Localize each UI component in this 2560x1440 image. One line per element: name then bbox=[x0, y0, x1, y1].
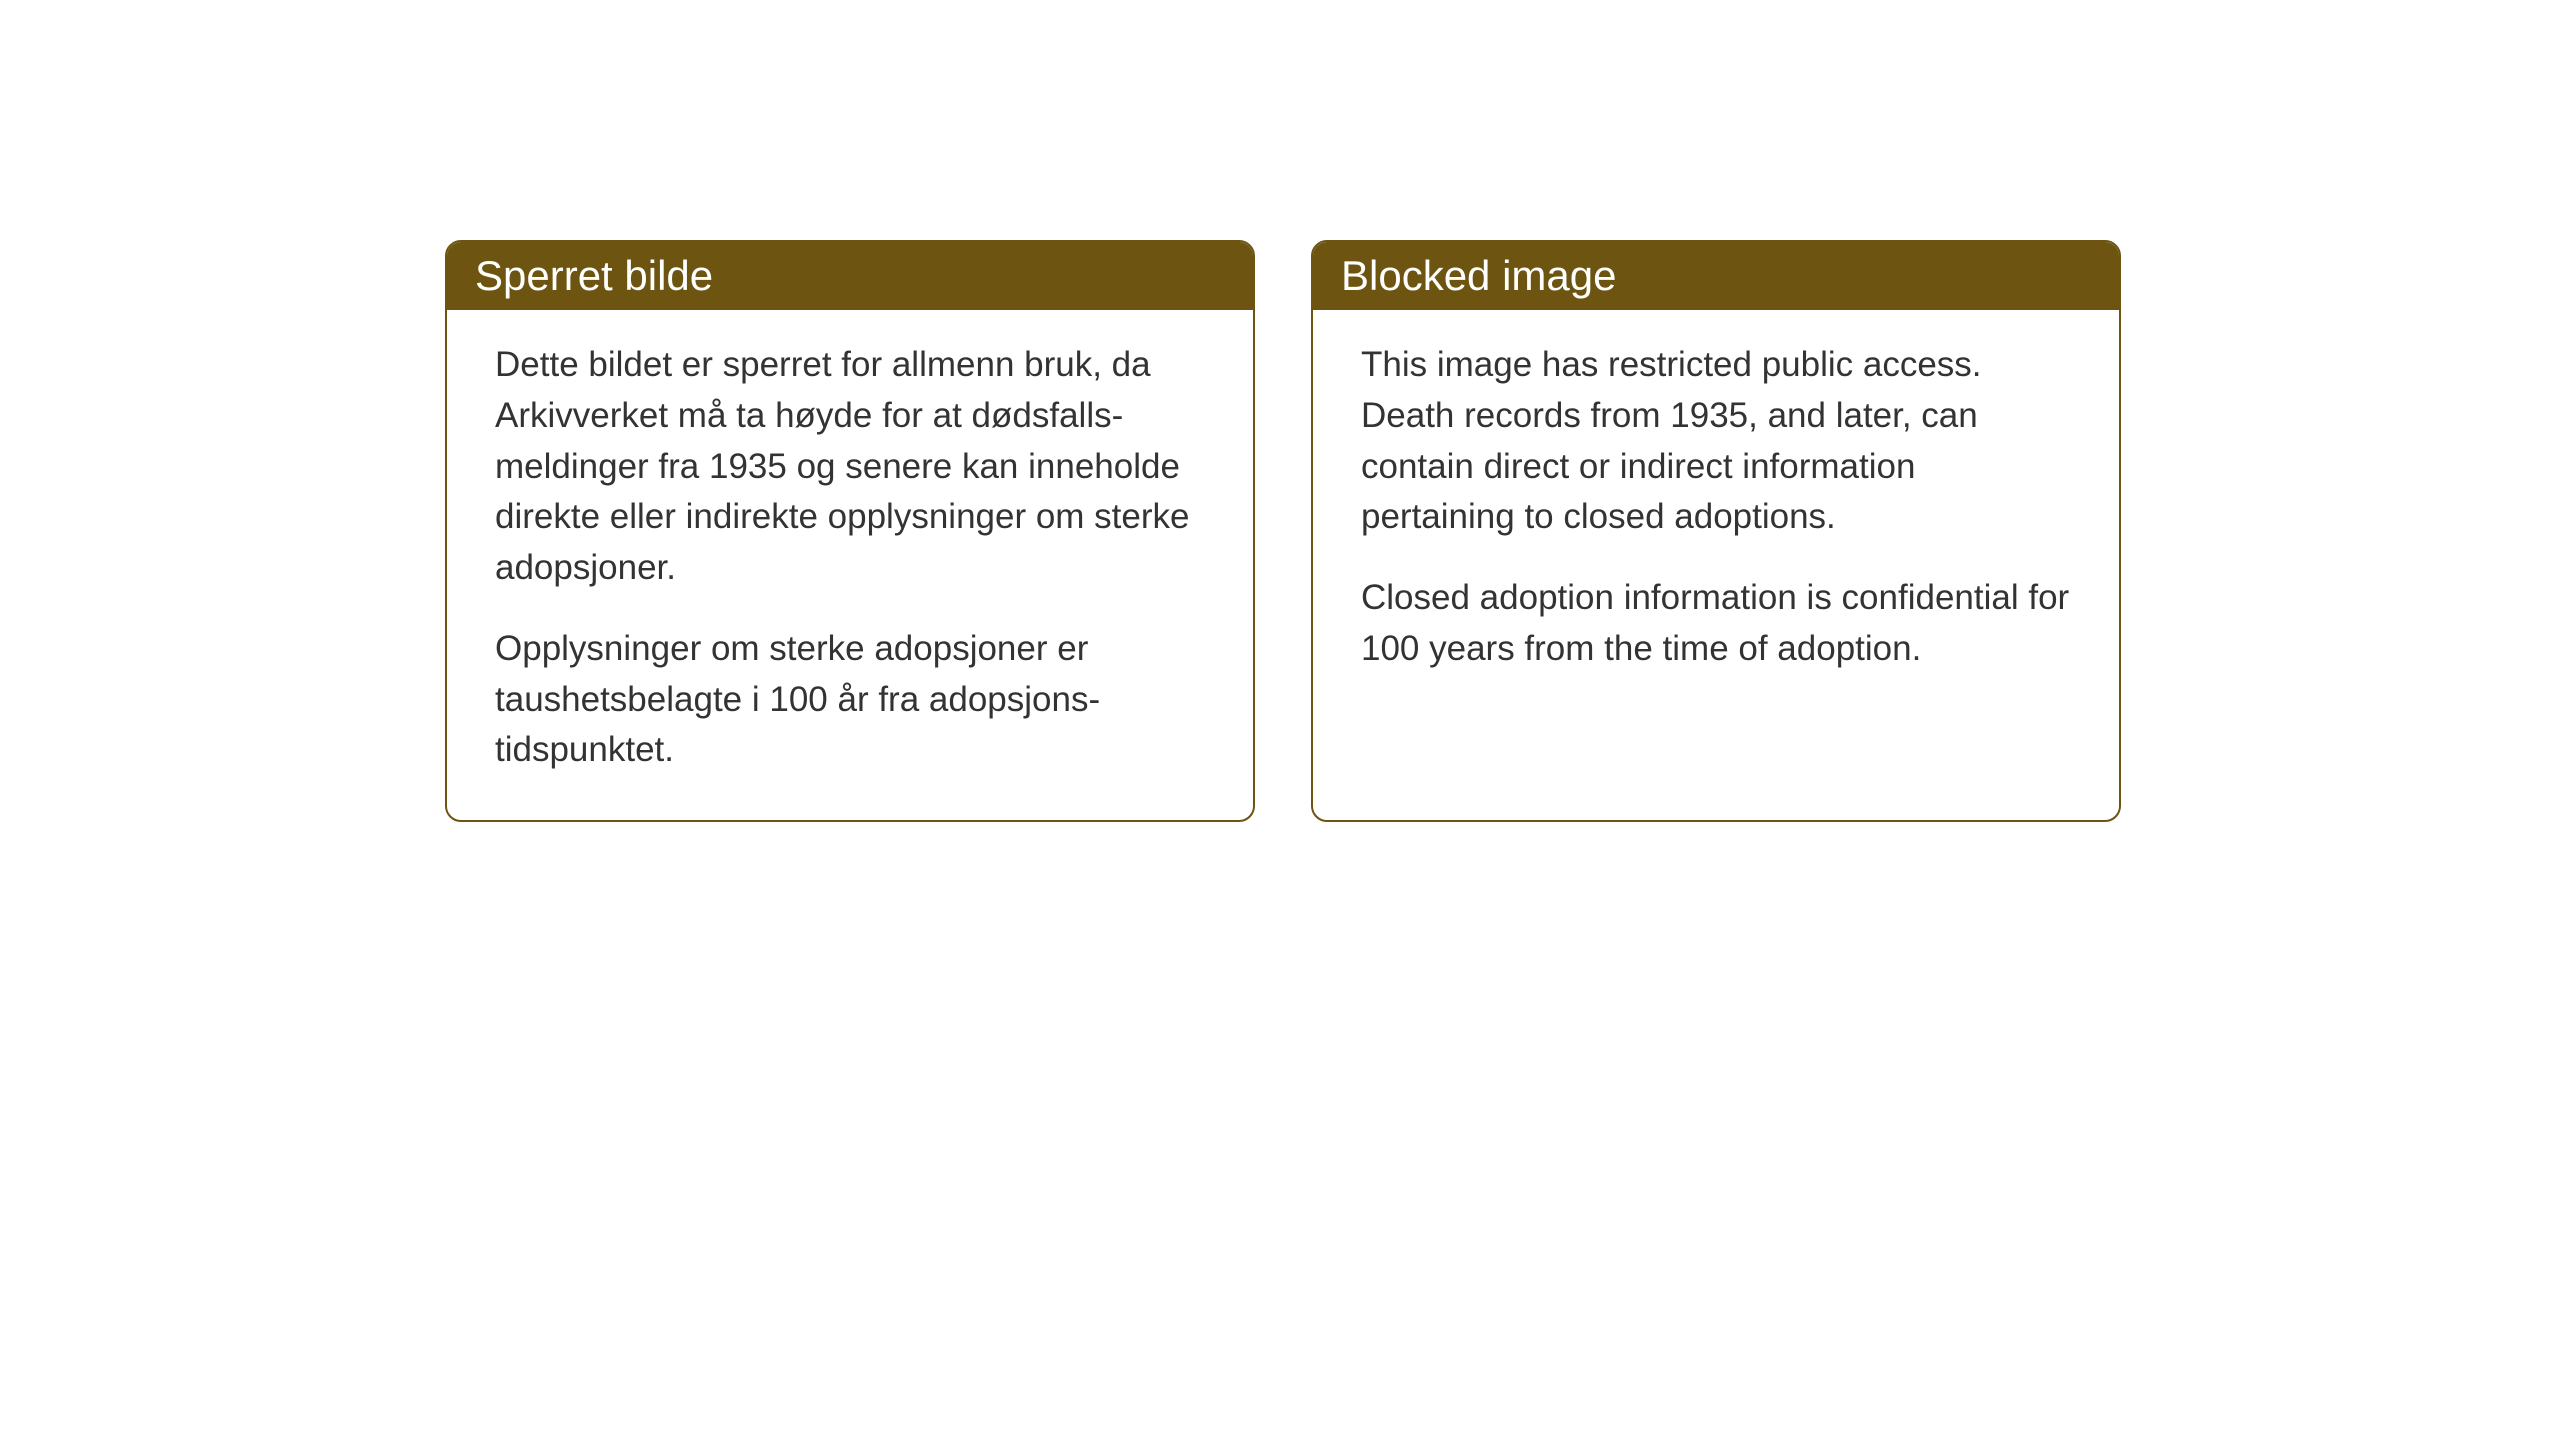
norwegian-card-title: Sperret bilde bbox=[447, 242, 1253, 310]
english-paragraph-1: This image has restricted public access.… bbox=[1361, 340, 2071, 543]
norwegian-paragraph-1: Dette bildet er sperret for allmenn bruk… bbox=[495, 340, 1205, 594]
english-card: Blocked image This image has restricted … bbox=[1311, 240, 2121, 822]
norwegian-card: Sperret bilde Dette bildet er sperret fo… bbox=[445, 240, 1255, 822]
english-card-body: This image has restricted public access.… bbox=[1313, 310, 2119, 719]
norwegian-card-body: Dette bildet er sperret for allmenn bruk… bbox=[447, 310, 1253, 820]
english-paragraph-2: Closed adoption information is confident… bbox=[1361, 573, 2071, 675]
norwegian-paragraph-2: Opplysninger om sterke adopsjoner er tau… bbox=[495, 624, 1205, 776]
cards-container: Sperret bilde Dette bildet er sperret fo… bbox=[445, 240, 2121, 822]
english-card-title: Blocked image bbox=[1313, 242, 2119, 310]
